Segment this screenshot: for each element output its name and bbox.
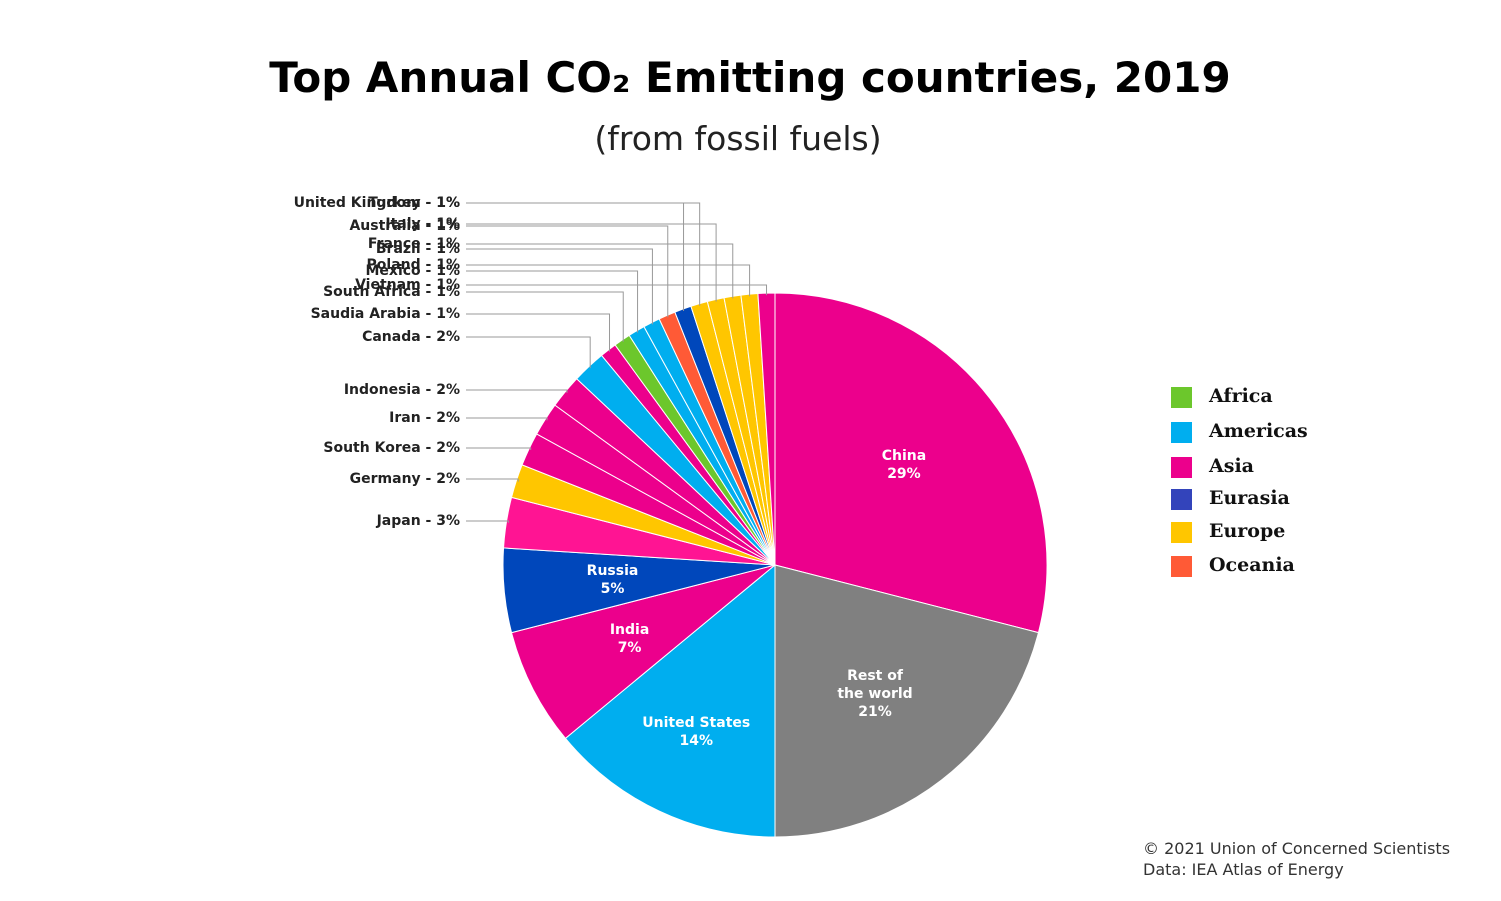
leader-line [466, 243, 734, 299]
leader-line [466, 284, 768, 296]
source: Data: IEA Atlas of Energy [1143, 860, 1344, 879]
value-label: Brazil - 1% [376, 241, 460, 257]
leader-line [466, 264, 751, 297]
legend-swatch [1171, 489, 1192, 510]
value-label: Indonesia - 2% [344, 382, 460, 398]
leader-line [466, 447, 532, 451]
leader-line [466, 336, 591, 369]
slice-name: India [609, 622, 650, 639]
legend-label: Americas [1208, 420, 1308, 442]
legend-label: Africa [1208, 385, 1273, 407]
value-label: Australia - 1% [349, 218, 460, 234]
slice-name: United States [642, 715, 751, 732]
value-label: United Kingdom - 1% [294, 195, 460, 211]
leader-line [466, 478, 519, 482]
value-label: Italy - 1% [385, 216, 460, 232]
slice-label: United States 14% [636, 714, 756, 750]
value-label: Turkey - 1% [368, 195, 460, 211]
legend-swatch [1171, 422, 1192, 443]
value-label: 29% [887, 465, 921, 482]
slice-name: China [881, 447, 927, 464]
leader-line [466, 520, 509, 523]
value-label: Germany - 2% [350, 471, 460, 487]
legend-swatch [1171, 522, 1192, 543]
pie-slice: United States [564, 563, 776, 838]
leader-line [466, 202, 685, 311]
value-label: France - 1% [368, 236, 460, 252]
leader-line [466, 291, 624, 342]
legend-swatch [1171, 457, 1192, 478]
leader-line [466, 248, 653, 325]
source: © 2021 Union of Concerned Scientists [1143, 839, 1450, 858]
value-label: Poland - 1% [367, 257, 460, 273]
legend-label: Eurasia [1209, 487, 1290, 509]
leader-line [466, 223, 717, 302]
slice-name: Rest of the world [837, 667, 913, 702]
pie-slice: India [510, 564, 776, 740]
value-label: 7% [617, 640, 642, 657]
value-label: 5% [600, 581, 625, 598]
legend-label: Asia [1208, 455, 1254, 477]
value-label: Japan - 3% [376, 513, 460, 529]
value-label: 14% [679, 733, 713, 750]
leader-line [466, 389, 568, 393]
pie-slice: China [774, 292, 1048, 634]
legend-swatch [1171, 556, 1192, 577]
leader-line [466, 225, 669, 318]
legend-swatch [1171, 387, 1192, 408]
value-label: 21% [858, 703, 892, 720]
chart-subtitle: (from fossil fuels) [594, 119, 881, 158]
legend-label: Oceania [1209, 554, 1295, 576]
value-label: Canada - 2% [362, 329, 460, 345]
legend-label: Europe [1209, 520, 1285, 542]
value-label: South Korea - 2% [323, 440, 460, 456]
leader-line [466, 417, 548, 421]
value-label: Mexico - 1% [366, 263, 461, 279]
value-label: Vietnam - 1% [355, 277, 460, 293]
chart-title: Top Annual CO₂ Emitting countries, 2019 [269, 53, 1230, 102]
slice-label: Rest of the world 21% [835, 667, 915, 721]
value-label: Iran - 2% [389, 410, 460, 426]
slice-label: Russia 5% [553, 562, 673, 598]
slice-label: China 29% [844, 447, 964, 483]
leader-line [466, 313, 611, 352]
pie-slice: Rest of the world [774, 564, 1040, 838]
value-label: Saudia Arabia - 1% [311, 306, 460, 322]
slice-label: India 7% [570, 621, 690, 657]
slice-name: Russia [586, 563, 639, 580]
leader-line [466, 202, 701, 306]
value-label: South Africa - 1% [323, 284, 460, 300]
leader-line [466, 270, 639, 333]
